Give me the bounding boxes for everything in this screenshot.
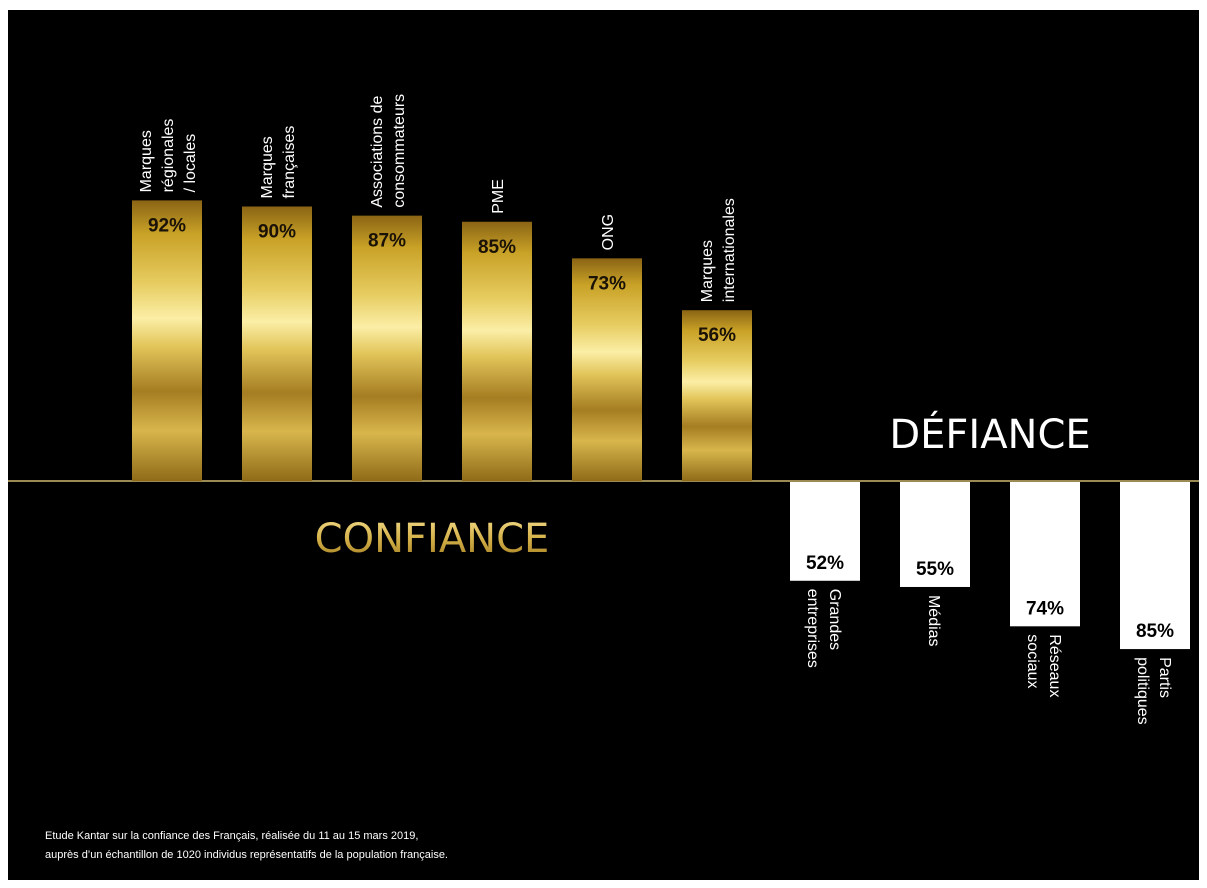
confiance-category-label: Marques régionales / locales <box>138 119 199 193</box>
confiance-value-label: 85% <box>478 237 516 258</box>
defiance-value-label: 74% <box>1026 598 1064 619</box>
confiance-bar <box>242 206 312 481</box>
defiance-category-label: Partis politiques <box>1134 657 1173 725</box>
confiance-bar <box>572 258 642 481</box>
confiance-category-line: ONG <box>600 214 617 250</box>
confiance-bar <box>352 215 422 481</box>
defiance-category-line: entreprises <box>804 589 821 668</box>
defiance-category-label: Grandes entreprises <box>804 589 843 668</box>
confiance-category-label: Marques françaises <box>259 126 298 199</box>
defiance-value-label: 85% <box>1136 621 1174 642</box>
defiance-bar <box>790 482 860 581</box>
defiance-category-line: Grandes <box>826 589 843 650</box>
defiance-bar <box>900 482 970 587</box>
defiance-category-line: politiques <box>1134 657 1151 725</box>
confiance-category-label: PME <box>490 179 507 214</box>
confiance-category-line: Marques <box>138 130 155 192</box>
defiance-category-label: Réseaux sociaux <box>1024 634 1063 697</box>
confiance-category-line: consommateurs <box>391 94 408 208</box>
footnote-line-2: auprès d’un échantillon de 1020 individu… <box>45 849 448 861</box>
defiance-category-line: Partis <box>1156 657 1173 698</box>
defiance-value-label: 52% <box>806 553 844 574</box>
confiance-value-label: 56% <box>698 325 736 346</box>
footnote-line-1: Etude Kantar sur la confiance des França… <box>45 830 418 842</box>
confiance-category-line: internationales <box>721 198 738 302</box>
confiance-category-line: Marques <box>259 136 276 198</box>
confiance-category-line: / locales <box>182 134 199 193</box>
defiance-category-line: Réseaux <box>1046 634 1063 697</box>
defiance-bar <box>1120 482 1190 650</box>
confiance-bar <box>462 221 532 481</box>
confiance-bar <box>682 310 752 481</box>
confiance-value-label: 90% <box>258 222 296 243</box>
defiance-category-line: sociaux <box>1024 634 1041 688</box>
defiance-category-label: Médias <box>925 595 942 647</box>
confiance-category-label: Associations de consommateurs <box>369 94 408 208</box>
confiance-category-label: Marques internationales <box>699 198 738 302</box>
confiance-category-line: françaises <box>281 126 298 199</box>
defiance-bar <box>1010 482 1080 627</box>
defiance-value-label: 55% <box>916 559 954 580</box>
confiance-value-label: 87% <box>368 231 406 252</box>
confiance-category-line: Marques <box>699 240 716 302</box>
confiance-category-line: régionales <box>160 119 177 193</box>
confiance-category-line: Associations de <box>369 95 386 207</box>
confiance-category-label: ONG <box>600 214 617 250</box>
defiance-title: DÉFIANCE <box>889 410 1090 458</box>
confiance-title: CONFIANCE <box>315 516 550 562</box>
defiance-bars: 52% Grandes entreprises 55% Médias 74% Réseaux… <box>790 482 1190 725</box>
confiance-category-line: PME <box>490 179 507 214</box>
confiance-bars: 92% Marques régionales / locales 90% Marques f… <box>132 94 752 481</box>
defiance-category-line: Médias <box>925 595 942 647</box>
confiance-value-label: 73% <box>588 273 626 294</box>
confiance-value-label: 92% <box>148 215 186 236</box>
confiance-bar <box>132 200 202 481</box>
